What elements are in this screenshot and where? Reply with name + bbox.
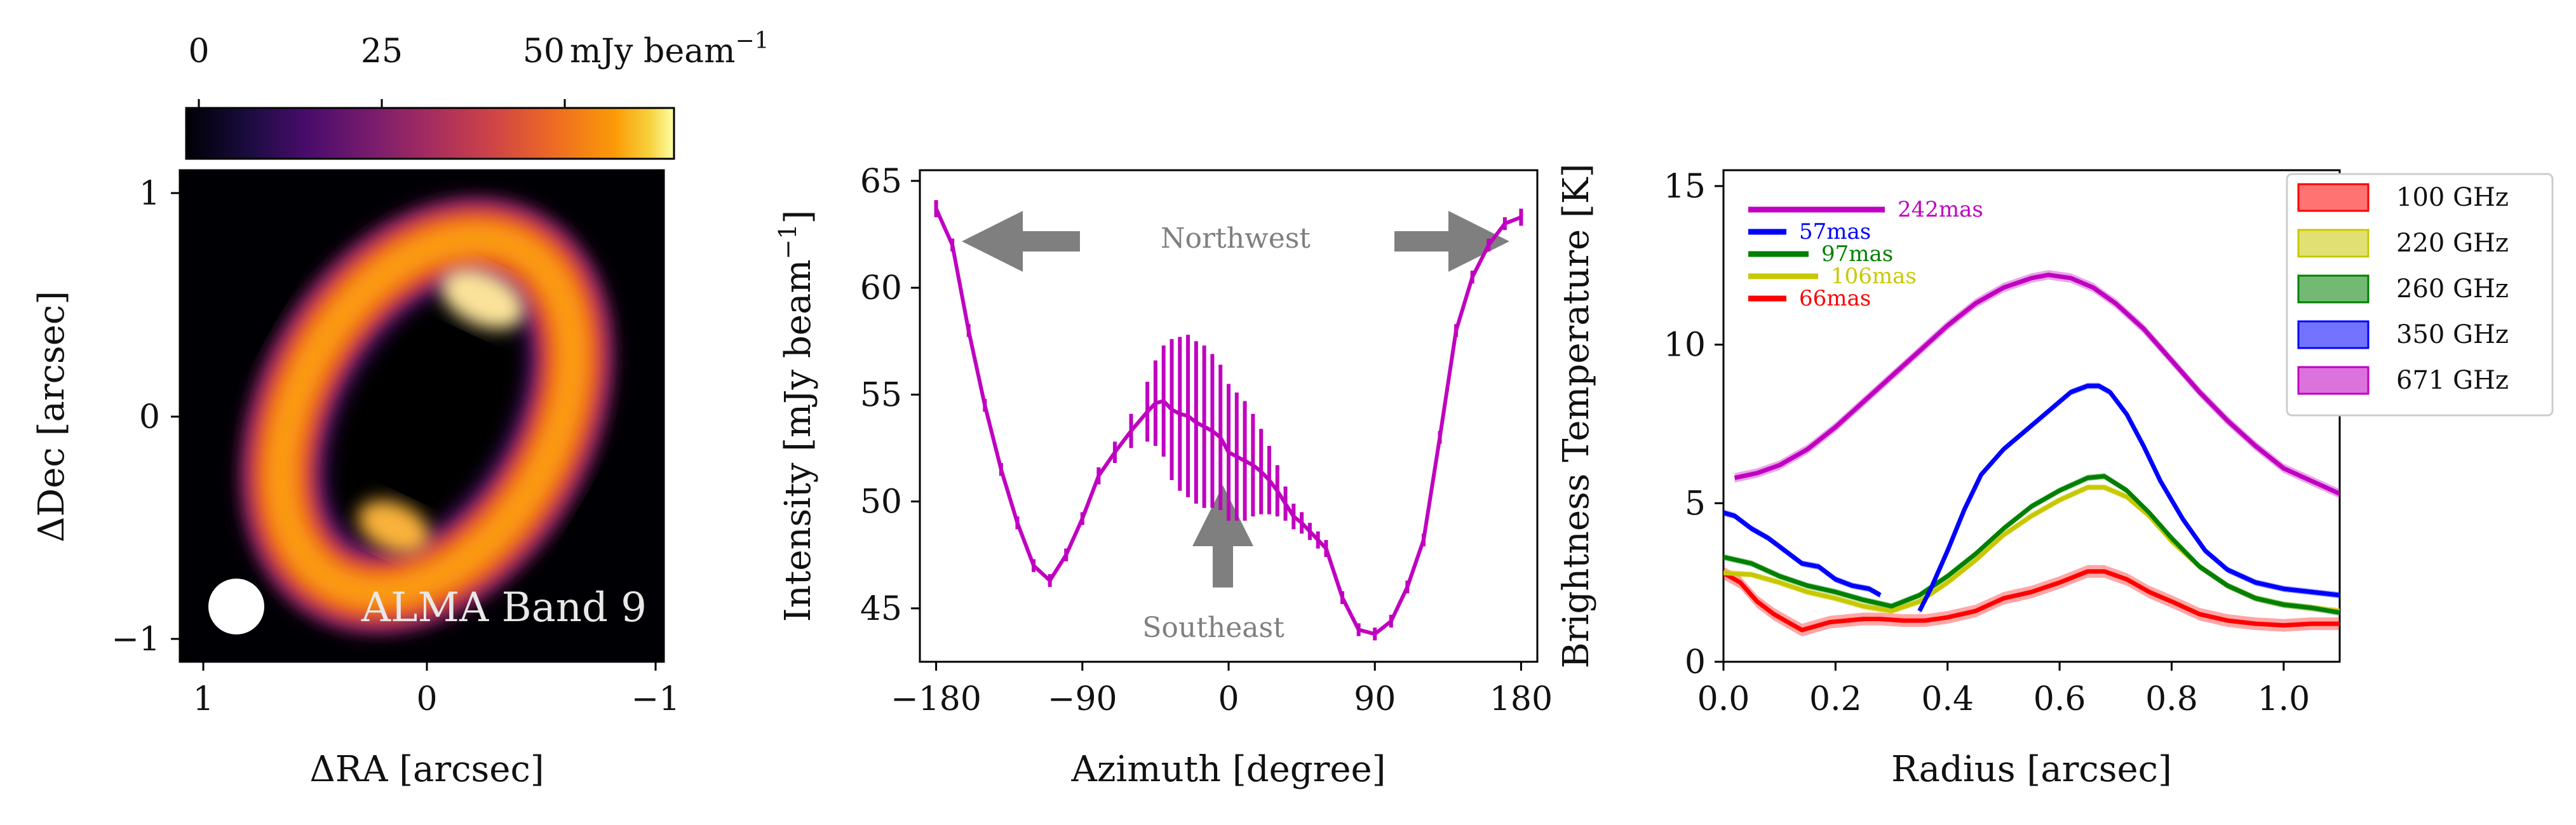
legend: 100 GHz 220 GHz 260 GHz 350 GHz 671 GHz xyxy=(2286,173,2554,417)
legend-label: 260 GHz xyxy=(2396,274,2509,304)
colorbar-ticks: 0 25 50 mJy beam−1 xyxy=(188,28,769,108)
radial-xticks: 0.0 0.2 0.4 0.6 0.8 1.0 xyxy=(1697,662,2310,718)
radial-xlabel: Radius [arcsec] xyxy=(1891,749,2172,790)
azimuth-annotations: Northwest Southeast xyxy=(962,211,1509,644)
beam-size-label: 57mas xyxy=(1799,219,1871,245)
azimuth-xtick-label: −90 xyxy=(1048,680,1117,718)
radial-line xyxy=(1723,569,2340,633)
image-ytick-label: 0 xyxy=(139,398,160,436)
image-ytick-label: −1 xyxy=(111,620,160,659)
legend-item: 260 GHz xyxy=(2297,274,2509,304)
azimuth-ytick-label: 55 xyxy=(860,376,902,414)
beam-size-label: 66mas xyxy=(1799,286,1871,311)
image-yticks: 1 0 −1 xyxy=(111,175,180,659)
image-xticks: 1 0 −1 xyxy=(192,662,680,718)
radial-xtick-label: 0.2 xyxy=(1809,680,1862,718)
legend-label: 220 GHz xyxy=(2396,229,2509,258)
azimuth-xlabel: Azimuth [degree] xyxy=(1071,749,1386,790)
legend-label: 350 GHz xyxy=(2396,320,2509,349)
azimuth-xtick-label: 0 xyxy=(1218,680,1239,718)
legend-swatch xyxy=(2297,366,2370,395)
azimuth-xtick-label: 90 xyxy=(1354,680,1396,718)
radial-xtick-label: 1.0 xyxy=(2257,680,2310,718)
beam-size-label: 106mas xyxy=(1831,264,1917,289)
azimuth-ylabel-exponent: −1 xyxy=(774,224,802,260)
legend-item: 671 GHz xyxy=(2297,366,2509,395)
legend-label: 100 GHz xyxy=(2396,183,2509,212)
annotation-northwest: Northwest xyxy=(1161,222,1311,255)
image-xtick-label: −1 xyxy=(631,680,680,718)
azimuth-ytick-label: 45 xyxy=(860,590,902,628)
legend-swatch xyxy=(2297,320,2370,349)
radial-xtick-label: 0.0 xyxy=(1697,680,1750,718)
beam-size-label: 97mas xyxy=(1821,241,1893,267)
azimuth-xticks: −180 −90 0 90 180 xyxy=(891,662,1553,718)
azimuth-ylabel-text: Intensity [mJy beam xyxy=(778,260,819,622)
legend-item: 220 GHz xyxy=(2297,229,2509,258)
image-xlabel: ΔRA [arcsec] xyxy=(309,749,544,790)
legend-items: 100 GHz 220 GHz 260 GHz 350 GHz 671 GHz xyxy=(2297,183,2509,395)
radial-yticks: 0 5 10 15 xyxy=(1664,168,1723,681)
azimuth-ytick-label: 50 xyxy=(860,483,902,521)
colorbar-unit-text: mJy beam xyxy=(570,32,735,70)
annotation-southeast: Southeast xyxy=(1142,612,1285,644)
radial-xtick-label: 0.6 xyxy=(2033,680,2086,718)
colorbar xyxy=(185,107,675,160)
panel-image: 0 25 50 mJy beam−1 ALMA Band 9 xyxy=(31,28,769,790)
legend-swatch xyxy=(2297,274,2370,304)
image-annotation: ALMA Band 9 xyxy=(361,584,647,631)
azimuth-ytick-label: 60 xyxy=(860,269,902,307)
radial-ylabel: Brightness Temperature [K] xyxy=(1556,164,1597,669)
colorbar-unit: mJy beam−1 xyxy=(570,28,769,70)
legend-swatch xyxy=(2297,183,2370,212)
radial-lines xyxy=(1723,272,2340,633)
image-ylabel: ΔDec [arcsec] xyxy=(31,291,72,542)
image-ytick-label: 1 xyxy=(139,175,160,213)
radial-ytick-label: 15 xyxy=(1664,168,1706,206)
radial-xtick-label: 0.4 xyxy=(1921,680,1974,718)
colorbar-tick-label: 25 xyxy=(361,32,403,70)
azimuth-yticks: 45 50 55 60 65 xyxy=(860,163,920,628)
beam-size-label: 242mas xyxy=(1898,197,1983,222)
radial-ytick-label: 5 xyxy=(1685,485,1706,523)
colorbar-unit-exponent: −1 xyxy=(735,28,769,54)
legend-swatch xyxy=(2297,229,2370,258)
radial-xtick-label: 0.8 xyxy=(2145,680,2198,718)
radial-ytick-label: 0 xyxy=(1685,643,1706,681)
colorbar-tick-label: 50 xyxy=(523,32,565,70)
legend-item: 100 GHz xyxy=(2297,183,2509,212)
radial-line xyxy=(1723,510,1882,598)
azimuth-xtick-label: −180 xyxy=(891,680,981,718)
radial-ytick-label: 10 xyxy=(1664,326,1706,365)
beam-marker xyxy=(208,579,264,634)
azimuth-line xyxy=(934,208,1522,636)
radial-line xyxy=(1723,474,2340,615)
legend-label: 671 GHz xyxy=(2396,366,2509,395)
radial-line xyxy=(1734,272,2340,496)
azimuth-ylabel: Intensity [mJy beam−1] xyxy=(774,210,819,622)
radial-uncertainty-bands xyxy=(1723,270,2340,637)
image-map: ALMA Band 9 xyxy=(180,170,664,662)
radial-line xyxy=(1917,384,2340,612)
image-xtick-label: 0 xyxy=(416,680,437,718)
legend-item: 350 GHz xyxy=(2297,320,2509,349)
colorbar-tick-label: 0 xyxy=(188,32,209,70)
image-xtick-label: 1 xyxy=(192,680,213,718)
azimuth-ylabel-end: ] xyxy=(778,210,819,224)
panel-radial: 0.0 0.2 0.4 0.6 0.8 1.0 0 5 10 15 242mas 57mas97m… xyxy=(1556,164,2554,790)
panel-azimuth: −180 −90 0 90 180 45 50 55 60 65 Northwest South… xyxy=(774,163,1553,790)
azimuth-xtick-label: 180 xyxy=(1490,680,1553,718)
azimuth-ytick-label: 65 xyxy=(860,163,902,201)
